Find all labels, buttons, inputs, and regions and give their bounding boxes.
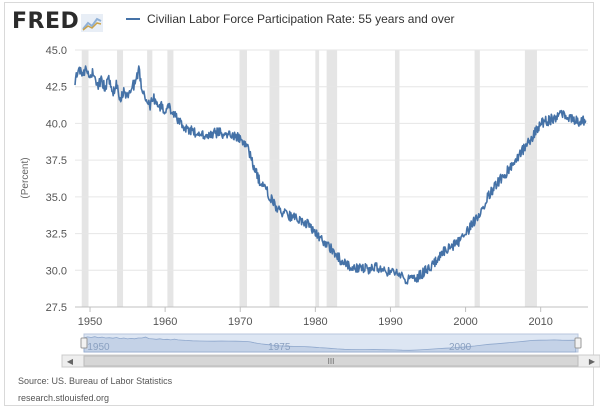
- recession-band: [524, 50, 537, 307]
- navigator-label: 1950: [87, 342, 110, 353]
- legend-label: Civilian Labor Force Participation Rate:…: [147, 12, 455, 26]
- y-tick-label: 30.0: [46, 265, 67, 277]
- x-tick-label: 1960: [153, 316, 177, 328]
- scrollbar-grip[interactable]: III: [328, 357, 335, 366]
- recession-band: [147, 50, 153, 307]
- scrollbar-thumb[interactable]: [83, 355, 579, 367]
- legend-swatch: [126, 18, 140, 20]
- navigator-handle[interactable]: [574, 337, 582, 349]
- navigator-label: 2000: [449, 342, 472, 353]
- y-tick-label: 37.5: [46, 155, 67, 167]
- fred-header: FRED: [12, 8, 104, 36]
- y-axis-label: (Percent): [20, 157, 31, 198]
- recession-band: [239, 50, 248, 307]
- x-tick-label: 1970: [228, 316, 252, 328]
- y-tick-label: 42.5: [46, 82, 67, 94]
- y-tick-label: 32.5: [46, 229, 67, 241]
- x-tick-label: 1950: [78, 316, 102, 328]
- x-tick-label: 2010: [528, 316, 552, 328]
- source-note: Source: US. Bureau of Labor Statistics: [18, 376, 173, 386]
- y-tick-label: 27.5: [46, 302, 67, 314]
- recession-band: [474, 50, 480, 307]
- x-tick-label: 1980: [303, 316, 327, 328]
- y-tick-label: 35.0: [46, 192, 67, 204]
- recession-band: [315, 50, 320, 307]
- recession-band: [269, 50, 280, 307]
- x-tick-label: 2000: [453, 316, 477, 328]
- chart-line-icon: [81, 14, 104, 32]
- scroll-right-arrow[interactable]: ▶: [589, 357, 596, 366]
- y-tick-label: 40.0: [46, 118, 67, 130]
- y-tick-label: 45.0: [46, 45, 67, 57]
- series-line[interactable]: [74, 65, 587, 285]
- navigator-label: 1975: [268, 342, 291, 353]
- navigator[interactable]: 1950 1975 2000: [80, 333, 582, 353]
- recession-band: [117, 50, 124, 307]
- navigator-handle[interactable]: [80, 337, 88, 349]
- scroll-left-arrow[interactable]: ◀: [67, 357, 74, 366]
- site-link[interactable]: research.stlouisfed.org: [18, 393, 110, 403]
- recession-band: [326, 50, 338, 307]
- recession-band: [394, 50, 400, 307]
- fred-logo[interactable]: FRED: [12, 9, 80, 34]
- scrollbar[interactable]: III ◀ ▶: [61, 354, 600, 368]
- recession-band: [167, 50, 174, 307]
- recession-band: [81, 50, 89, 307]
- navigator-series: [83, 336, 577, 353]
- chart-legend[interactable]: Civilian Labor Force Participation Rate:…: [126, 12, 455, 26]
- x-tick-label: 1990: [378, 316, 402, 328]
